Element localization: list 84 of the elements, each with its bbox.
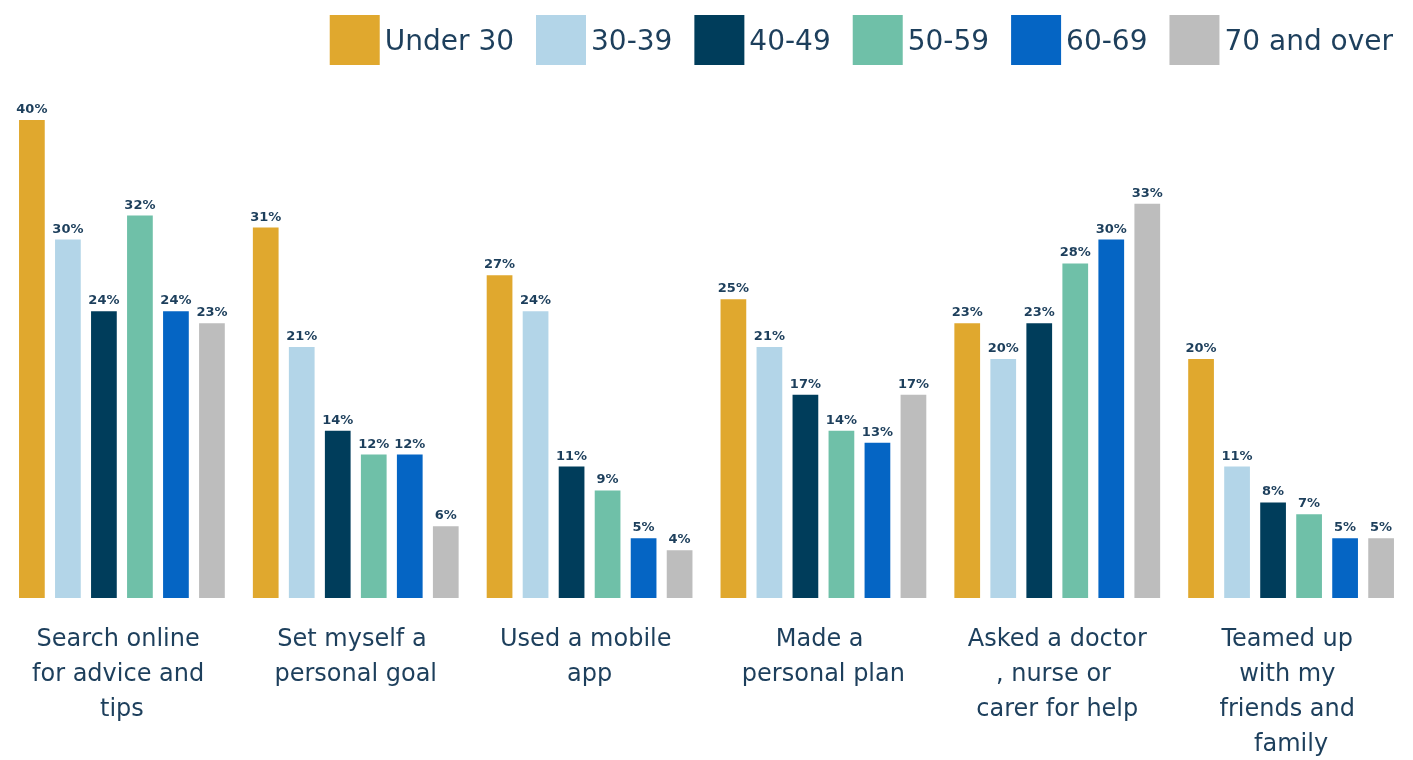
data-label: 24% [88, 292, 120, 308]
bar [55, 239, 81, 598]
bar [558, 466, 585, 598]
bar [828, 430, 855, 598]
x-tick-label: Used a mobile app [500, 623, 680, 687]
bar [19, 120, 45, 598]
bar [1368, 538, 1394, 598]
legend-label: 30-39 [591, 23, 673, 57]
bar [756, 347, 783, 598]
data-label: 21% [753, 328, 785, 344]
data-label: 11% [556, 447, 588, 463]
data-label: 20% [1185, 340, 1217, 355]
bar [990, 359, 1017, 598]
legend-label: 60-69 [1066, 23, 1148, 57]
bar [594, 490, 621, 598]
bar [1260, 502, 1286, 598]
data-label: 23% [1023, 304, 1055, 320]
x-tick-label: Set myself a personal goal [274, 623, 438, 687]
bar [432, 526, 459, 598]
bar [720, 299, 747, 598]
bar [252, 227, 279, 598]
data-label: 24% [160, 292, 192, 308]
data-label: 23% [951, 304, 983, 320]
data-label: 27% [483, 256, 516, 272]
bar [864, 442, 891, 598]
bar [1188, 359, 1214, 598]
data-label: 33% [1131, 184, 1163, 200]
bar [522, 311, 549, 598]
data-label: 12% [358, 435, 390, 451]
x-tick-label: Teamed up with my friends and family [1219, 623, 1363, 757]
data-label: 17% [789, 375, 821, 391]
data-label: 25% [717, 280, 749, 296]
data-label: 8% [1262, 483, 1285, 499]
data-label: 40% [16, 101, 48, 116]
bar [792, 394, 819, 598]
data-label: 14% [322, 411, 354, 427]
data-label: 20% [987, 340, 1019, 355]
data-label: 5% [1370, 519, 1393, 535]
bar [666, 550, 693, 598]
data-label: 9% [596, 471, 619, 487]
data-label: 6% [434, 507, 457, 523]
data-label: 17% [897, 375, 930, 391]
bar [1098, 239, 1125, 598]
data-label: 7% [1298, 495, 1321, 511]
data-label: 14% [825, 411, 857, 427]
bar [199, 323, 225, 598]
bar [1296, 514, 1322, 598]
data-label: 30% [52, 220, 84, 236]
bar [1062, 263, 1089, 598]
bar [288, 347, 315, 598]
data-label: 5% [632, 519, 655, 535]
legend-label: 50-59 [907, 23, 990, 57]
bar [954, 323, 981, 598]
bar [486, 275, 513, 598]
legend-label: 70 and over [1224, 23, 1394, 57]
data-label: 31% [250, 208, 282, 224]
data-label: 21% [286, 328, 318, 344]
bar [163, 311, 189, 598]
x-tick-label: Made a personal plan [741, 623, 905, 687]
bar [360, 454, 387, 598]
bar [396, 454, 423, 598]
bar [1134, 203, 1161, 598]
data-label: 5% [1334, 519, 1357, 535]
x-tick-label: Search online for advice and tips [32, 623, 212, 722]
data-label: 23% [196, 304, 228, 320]
data-label: 32% [124, 196, 156, 212]
bar [630, 538, 657, 598]
data-label: 24% [520, 292, 552, 308]
bar [1332, 538, 1358, 598]
data-label: 30% [1095, 220, 1127, 236]
data-label: 28% [1059, 244, 1091, 260]
data-label: 12% [394, 435, 426, 451]
data-label: 13% [861, 423, 893, 439]
data-label: 11% [1221, 447, 1253, 463]
legend-label: 40-49 [749, 23, 831, 57]
bar [1224, 466, 1250, 598]
legend-label: Under 30 [384, 23, 515, 57]
data-label: 4% [668, 531, 691, 547]
bar [900, 394, 927, 598]
bar [127, 215, 153, 598]
bar [91, 311, 117, 598]
x-tick-label: Asked a doctor, nurse or carer for help [967, 623, 1147, 722]
bar [324, 430, 351, 598]
bar [1026, 323, 1053, 598]
